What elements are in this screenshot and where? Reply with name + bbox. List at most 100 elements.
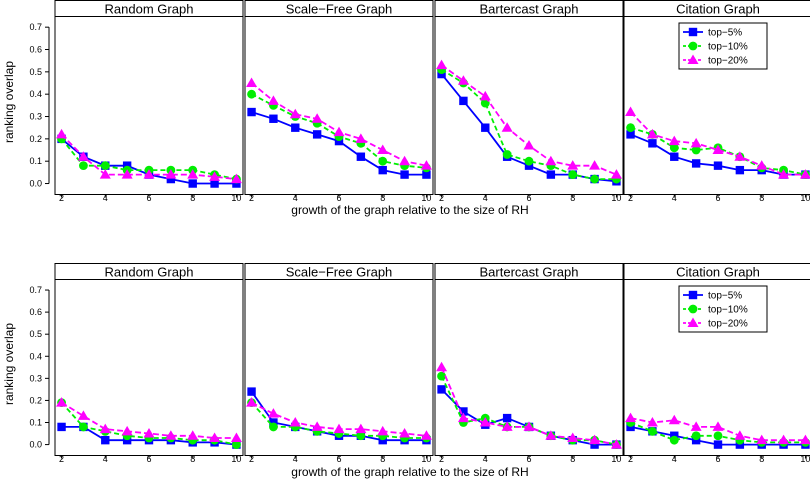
x-tick-label: 10 [611,454,621,464]
panel-3: Bartercast Graph 2 4 6 8 10 [434,263,624,464]
data-point [436,59,448,70]
x-tick-label: 8 [190,193,195,203]
data-point [568,170,578,179]
x-tick-label: 6 [336,454,341,464]
data-point [756,434,768,445]
legend-label: top−5% [708,291,742,302]
data-point [778,169,790,179]
data-point [101,435,110,445]
legend: top−5% top−10% top−20% [678,285,768,333]
y-tick-label: 0.0 [29,440,42,450]
panel-4: Citation Graph 2 4 6 8 10 top−5% top−10% top−20% [623,263,810,464]
data-point [610,169,622,179]
data-point [230,432,242,442]
series-line [440,375,617,446]
data-point [210,179,219,188]
data-point [56,397,68,407]
data-point [590,174,599,184]
data-point [734,430,746,440]
data-point [799,434,810,445]
series-top20 [625,106,810,179]
data-point [187,430,199,440]
series-top20 [56,397,242,442]
data-point [378,156,388,166]
data-point [691,431,701,441]
data-point [420,160,432,170]
x-tick-label: 6 [146,193,151,203]
x-tick-label: 2 [249,193,254,203]
data-point [589,434,601,445]
data-point [459,407,468,416]
x-tick-label: 4 [483,454,488,464]
data-point [457,412,469,423]
data-point [501,421,513,431]
data-point [646,417,658,427]
data-point [188,179,197,188]
panel-title: Bartercast Graph [480,265,579,280]
data-point [459,96,468,106]
data-point [690,421,702,431]
x-tick-label: 8 [190,454,195,464]
chart-row-bottom: 0.0 0.1 0.2 0.3 0.4 0.5 0.6 0.7 ranking overlap g… [2,263,810,479]
y-tick-label: 0.2 [29,134,42,144]
panel-2: Scale−Free Graph 2 4 6 8 10 [244,263,434,464]
panel-1: Random Graph 2 4 6 8 10 [54,0,244,203]
data-point [610,439,622,449]
data-point [778,434,790,445]
data-point [143,169,155,179]
y-tick-label: 0.3 [29,112,42,122]
x-tick-label: 2 [59,454,64,464]
data-point [567,432,579,442]
data-point [669,435,679,445]
y-axis: 0.0 0.1 0.2 0.3 0.4 0.5 0.6 0.7 ranking overlap [2,285,50,450]
series-line [441,68,617,181]
x-tick-label: 2 [628,454,633,464]
data-point [377,425,389,436]
data-point [165,430,177,440]
x-tick-label: 4 [103,193,108,203]
data-point [122,435,132,445]
data-point [668,135,680,146]
x-tick-label: 2 [439,193,444,203]
legend-marker [688,290,698,300]
data-point [670,152,679,161]
data-point [356,152,366,161]
data-point [333,423,345,434]
panel-title: Citation Graph [676,265,760,280]
data-point [56,128,68,139]
x-tick-label: 8 [380,454,385,464]
data-point [713,431,723,441]
x-tick-label: 10 [421,193,431,203]
panel-title: Random Graph [105,265,194,280]
legend-label: top−10% [708,305,748,316]
data-point [166,174,176,184]
data-point [246,397,258,407]
series-line [440,366,617,446]
data-point [356,431,366,441]
data-point [545,155,557,166]
y-tick-label: 0.4 [29,351,42,361]
x-tick-label: 10 [421,454,431,464]
data-point [77,151,89,161]
x-tick-label: 8 [759,454,764,464]
data-point [79,422,88,432]
data-point [355,423,367,434]
legend-marker [687,54,699,64]
panel-title: Scale−Free Graph [286,2,393,17]
data-point [457,75,469,85]
y-tick-label: 0.0 [29,179,42,189]
y-tick-label: 0.7 [29,22,42,32]
data-point [230,173,242,184]
data-point [523,140,535,150]
data-point [567,160,579,170]
data-point [312,130,322,139]
data-point [690,137,702,148]
chart-row-top: 0.0 0.1 0.2 0.3 0.4 0.5 0.6 0.7 ranking overlap g… [2,0,810,217]
x-tick-label: 6 [715,193,720,203]
y-tick-label: 0.2 [29,395,42,405]
data-point [269,422,278,432]
series-line [251,82,427,167]
data-point [546,170,556,179]
data-point [669,143,679,153]
